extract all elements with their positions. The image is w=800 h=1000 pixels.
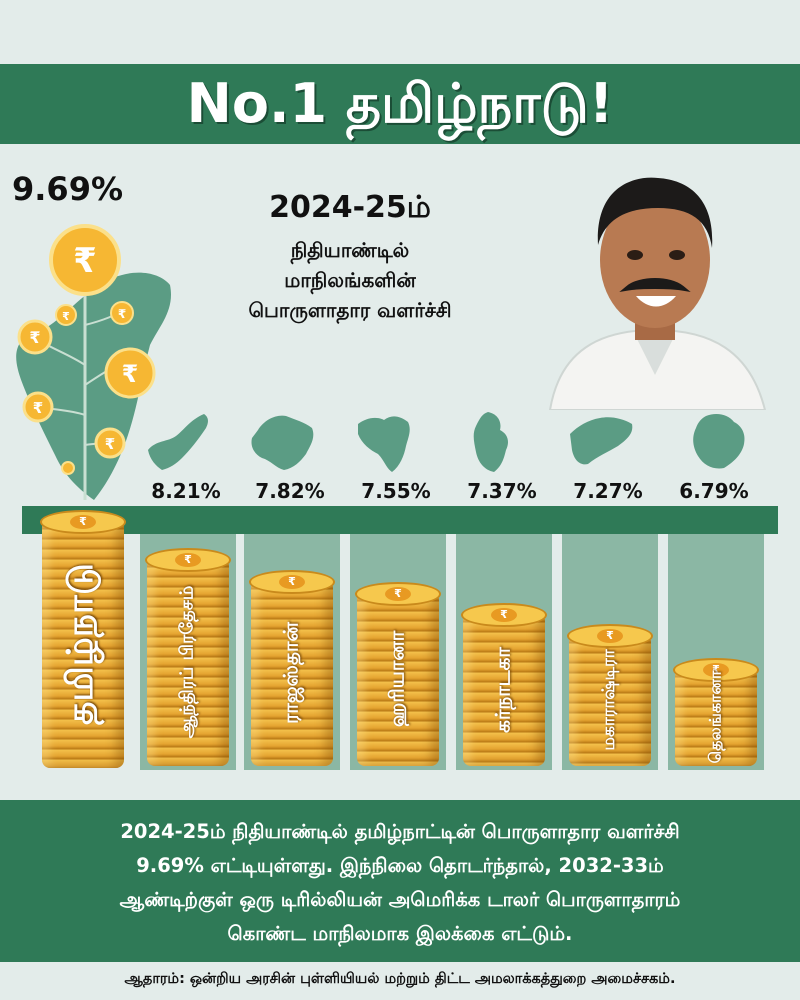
coin-top: ₹ bbox=[673, 658, 759, 682]
state-value-rajasthan: 7.82% bbox=[255, 479, 325, 503]
tamilnadu-map-coin-tree: ₹ ₹ ₹ ₹ ₹ ₹ ₹ bbox=[16, 224, 171, 500]
chief-minister-photo bbox=[548, 177, 767, 410]
coin-icon bbox=[61, 461, 75, 475]
summary-line-4: கொண்ட மாநிலமாக இலக்கை எட்டும். bbox=[227, 922, 573, 945]
haryana-map-icon bbox=[358, 416, 410, 472]
state-value-maharashtra: 7.27% bbox=[573, 479, 643, 503]
rupee-icon: ₹ bbox=[279, 575, 305, 589]
rupee-icon: ₹ bbox=[70, 515, 96, 529]
state-value-telangana: 6.79% bbox=[679, 479, 749, 503]
summary-line-1: 2024-25ம் நிதியாண்டில் தமிழ்நாட்டின் பொர… bbox=[120, 820, 680, 843]
telangana-map-icon bbox=[693, 414, 745, 469]
state-label-tamilnadu: தமிழ்நாடு bbox=[60, 563, 101, 725]
rupee-icon: ₹ bbox=[385, 587, 411, 601]
coin-top: ₹ bbox=[40, 510, 126, 534]
rajasthan-map-icon bbox=[251, 415, 314, 470]
summary-text: 2024-25ம் நிதியாண்டில் தமிழ்நாட்டின் பொர… bbox=[20, 815, 780, 951]
tamilnadu-growth-value: 9.69% bbox=[12, 170, 124, 208]
rupee-icon: ₹ bbox=[175, 553, 201, 567]
summary-box bbox=[0, 800, 800, 962]
state-label-andhra-pradesh: ஆந்திரப் பிரதேசம் bbox=[176, 585, 198, 739]
summary-line-3: ஆண்டிற்குள் ஒரு டிரில்லியன் அமெரிக்க டால… bbox=[119, 888, 681, 911]
page-title: No.1 தமிழ்நாடு! bbox=[186, 72, 614, 135]
coin-stack-maharashtra: ₹ மகாராஷ்டிரா bbox=[567, 624, 653, 766]
coin-icon: ₹ bbox=[17, 319, 53, 355]
state-label-maharashtra: மகாராஷ்டிரா bbox=[599, 649, 619, 751]
subtitle-line-3: மாநிலங்களின் bbox=[284, 268, 416, 292]
coin-top: ₹ bbox=[461, 603, 547, 627]
summary-line-2: 9.69% எட்டியுள்ளது. இந்நிலை தொடர்ந்தால்,… bbox=[136, 854, 664, 877]
coin-stack-andhra-pradesh: ₹ ஆந்திரப் பிரதேசம் bbox=[145, 548, 231, 766]
coin-stack-tamilnadu: ₹ தமிழ்நாடு bbox=[40, 510, 126, 768]
svg-text:₹: ₹ bbox=[73, 241, 97, 281]
subtitle-line-4: பொருளாதார வளர்ச்சி bbox=[248, 298, 452, 322]
coin-stack-haryana: ₹ ஹரியானா bbox=[355, 582, 441, 766]
state-label-karnataka: கர்நாடகா bbox=[490, 646, 515, 733]
subtitle-block: 2024-25ம் நிதியாண்டில் மாநிலங்களின் பொரு… bbox=[210, 190, 490, 325]
state-value-andhra-pradesh: 8.21% bbox=[151, 479, 221, 503]
state-label-rajasthan: ராஜஸ்தான் bbox=[278, 622, 303, 724]
subtitle-line-2: நிதியாண்டில் bbox=[290, 238, 410, 262]
coin-stack-telangana: ₹ தெலங்கானா bbox=[673, 658, 759, 766]
chart-header-bar bbox=[22, 506, 778, 534]
coin-stack-rajasthan: ₹ ராஜஸ்தான் bbox=[249, 570, 335, 766]
coin-icon: ₹ bbox=[49, 224, 121, 296]
svg-text:₹: ₹ bbox=[33, 399, 43, 417]
coin-top: ₹ bbox=[145, 548, 231, 572]
state-label-haryana: ஹரியானா bbox=[384, 630, 409, 728]
source-note: ஆதாரம்: ஒன்றிய அரசின் புள்ளியியல் மற்றும… bbox=[124, 971, 676, 987]
coin-top: ₹ bbox=[567, 624, 653, 648]
karnataka-map-icon bbox=[473, 412, 508, 472]
state-label-telangana: தெலங்கானா bbox=[705, 670, 725, 764]
svg-text:₹: ₹ bbox=[29, 328, 40, 347]
rupee-icon: ₹ bbox=[597, 629, 623, 643]
coin-icon: ₹ bbox=[110, 301, 134, 325]
coin-icon: ₹ bbox=[55, 304, 77, 326]
svg-text:₹: ₹ bbox=[118, 307, 126, 321]
title-banner: No.1 தமிழ்நாடு! bbox=[0, 64, 800, 144]
andhra-pradesh-map-icon bbox=[148, 414, 208, 470]
svg-text:₹: ₹ bbox=[62, 310, 70, 323]
svg-text:₹: ₹ bbox=[122, 360, 139, 388]
state-value-karnataka: 7.37% bbox=[467, 479, 537, 503]
coin-icon: ₹ bbox=[104, 347, 156, 399]
rupee-icon: ₹ bbox=[703, 663, 729, 677]
maharashtra-map-icon bbox=[570, 417, 633, 465]
rupee-icon: ₹ bbox=[491, 608, 517, 622]
svg-text:₹: ₹ bbox=[105, 435, 115, 453]
coin-top: ₹ bbox=[249, 570, 335, 594]
coin-stack-karnataka: ₹ கர்நாடகா bbox=[461, 603, 547, 766]
coin-icon: ₹ bbox=[94, 427, 126, 459]
subtitle-year: 2024-25ம் bbox=[269, 190, 431, 225]
coin-icon: ₹ bbox=[22, 391, 54, 423]
state-value-haryana: 7.55% bbox=[361, 479, 431, 503]
coin-top: ₹ bbox=[355, 582, 441, 606]
